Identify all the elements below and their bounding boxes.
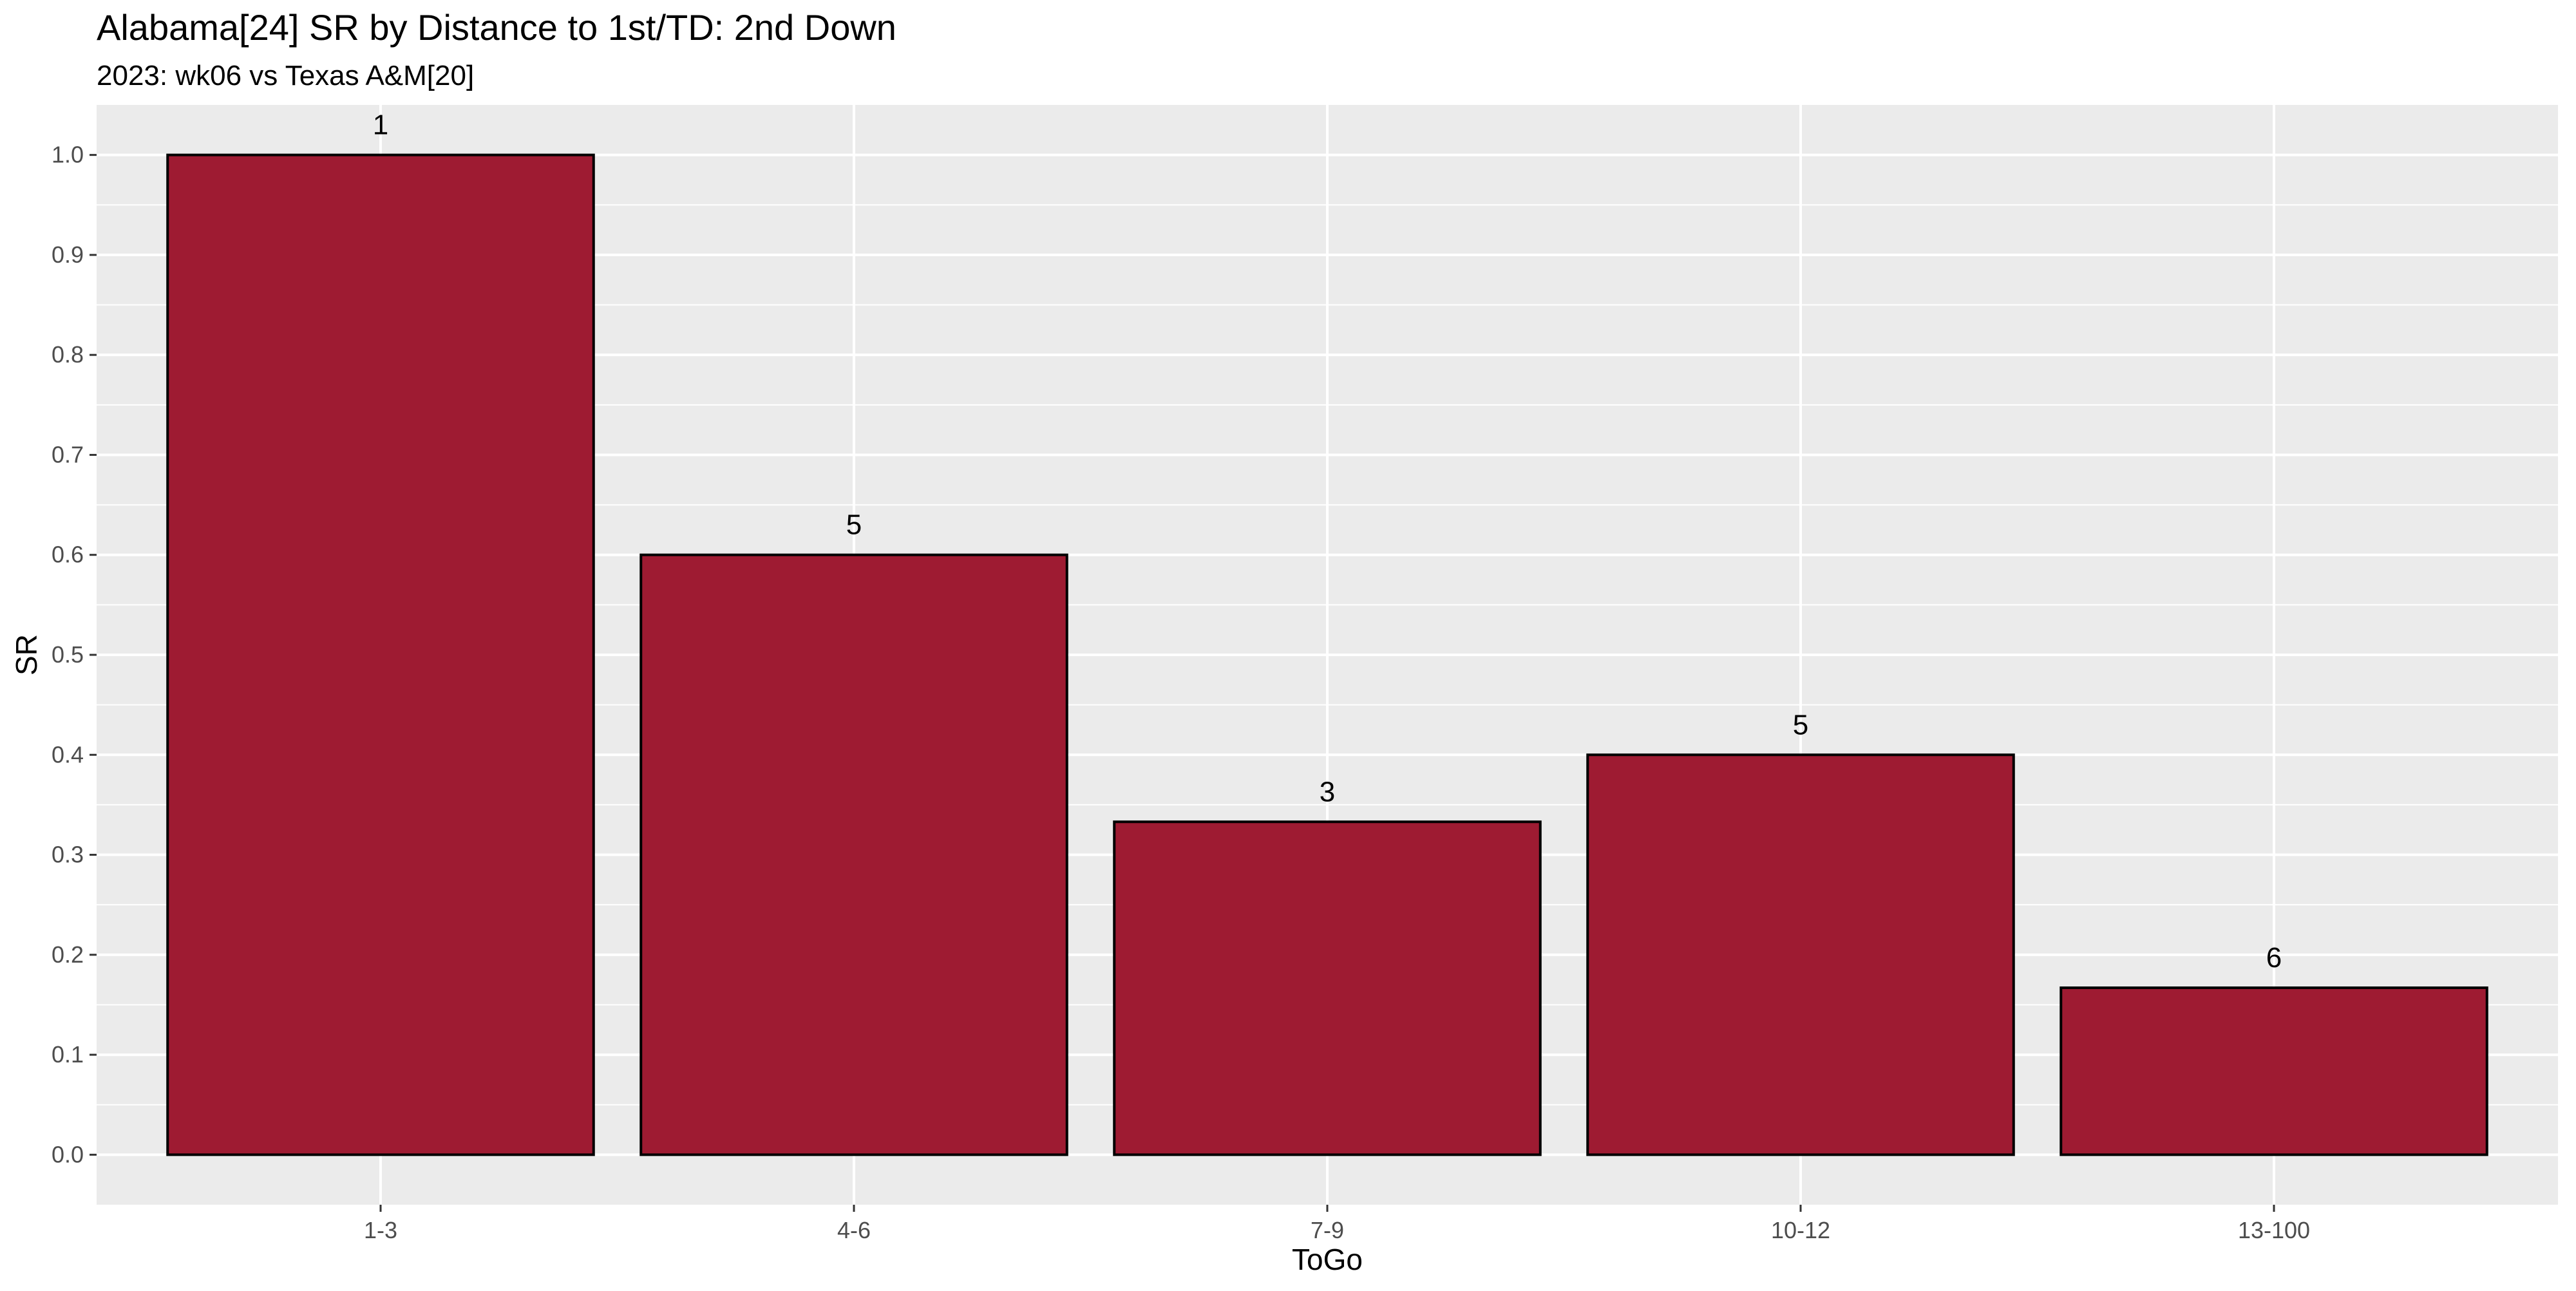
x-tick-label: 13-100	[2238, 1217, 2310, 1243]
y-tick-label: 0.7	[52, 441, 84, 467]
chart-subtitle: 2023: wk06 vs Texas A&M[20]	[97, 60, 474, 91]
x-tick-label: 4-6	[837, 1217, 871, 1243]
x-axis-title: ToGo	[1292, 1243, 1363, 1276]
y-tick-label: 0.0	[52, 1141, 84, 1167]
data-label-10-12: 5	[1793, 709, 1808, 740]
bar-4-6	[639, 553, 1068, 1156]
y-tick-label: 0.2	[52, 941, 84, 968]
y-axis-title: SR	[10, 634, 43, 675]
y-tick-label: 0.9	[52, 241, 84, 268]
bar-13-100	[2060, 986, 2488, 1156]
x-tick-label: 10-12	[1771, 1217, 1830, 1243]
y-tick-label: 0.4	[52, 741, 84, 768]
y-tick-label: 1.0	[52, 142, 84, 168]
data-label-1-3: 1	[373, 109, 388, 141]
x-axis: 1-3 4-6 7-9 10-12 13-100	[364, 1205, 2310, 1243]
bar-10-12	[1586, 753, 2015, 1156]
y-axis: 0.0 0.1 0.2 0.3 0.4 0.5 0.6 0.7 0.8 0.9 1.0	[52, 142, 97, 1167]
y-tick-label: 0.3	[52, 842, 84, 868]
data-label-4-6: 5	[846, 509, 862, 541]
x-tick-label: 7-9	[1311, 1217, 1344, 1243]
chart-title: Alabama[24] SR by Distance to 1st/TD: 2n…	[97, 7, 896, 48]
data-labels: 1 5 3 5 6	[373, 109, 2282, 974]
bars	[166, 153, 2488, 1156]
y-tick-label: 0.1	[52, 1041, 84, 1068]
y-tick-label: 0.5	[52, 641, 84, 668]
data-label-7-9: 3	[1320, 776, 1335, 807]
bar-1-3	[166, 153, 595, 1156]
bar-7-9	[1113, 820, 1542, 1156]
data-label-13-100: 6	[2266, 942, 2282, 974]
y-tick-label: 0.6	[52, 542, 84, 568]
y-tick-label: 0.8	[52, 341, 84, 368]
x-tick-label: 1-3	[364, 1217, 397, 1243]
